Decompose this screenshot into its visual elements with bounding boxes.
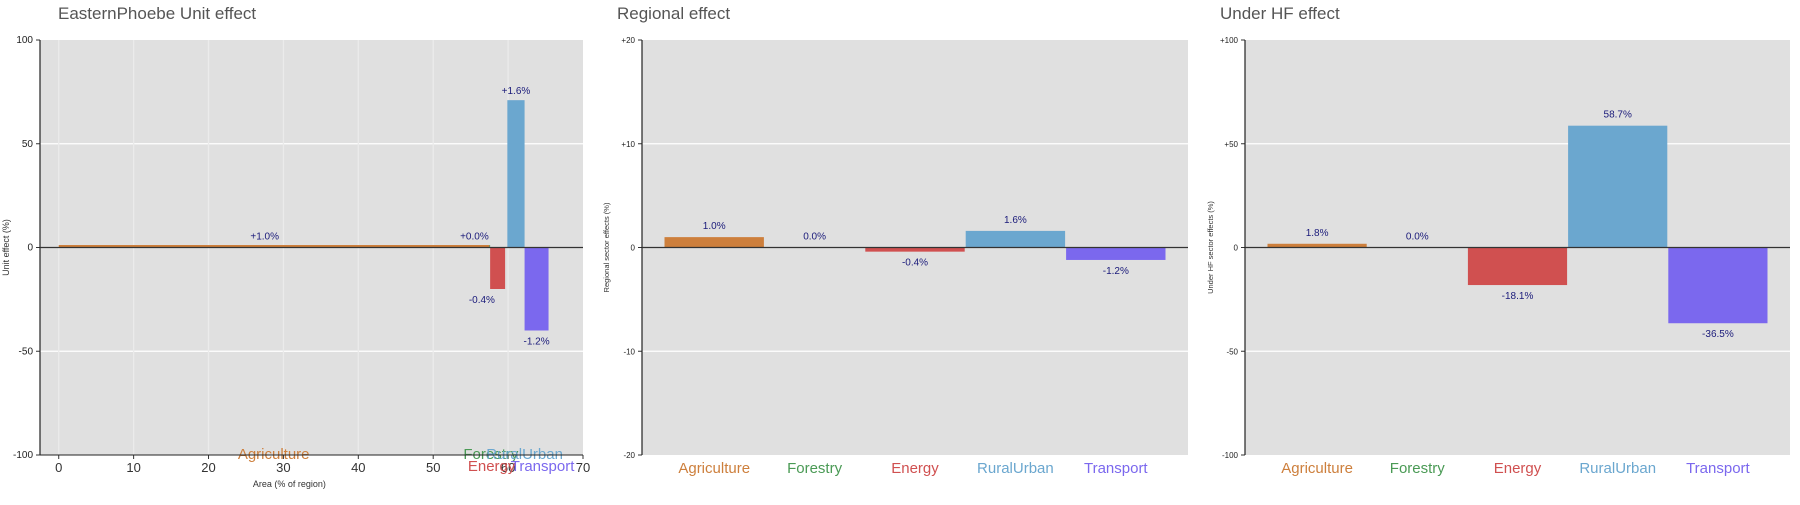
panel3-category-label-transport: Transport (1686, 460, 1750, 477)
panel1-x-tick-label: 20 (201, 460, 215, 475)
panel1-bar-energy-data-label: -0.4% (469, 295, 495, 306)
panel3-category-label-ruralurban: RuralUrban (1579, 460, 1656, 477)
panel2-category-label-ruralurban: RuralUrban (977, 460, 1054, 477)
panel3-bar-transport (1668, 247, 1768, 324)
panel2-bar-agriculture-data-label: 1.0% (703, 221, 726, 232)
panel3-bar-agriculture-data-label: 1.8% (1306, 228, 1329, 239)
panel1-title: EasternPhoebe Unit effect (58, 4, 256, 23)
panel2-category-label-agriculture: Agriculture (678, 460, 750, 477)
panel1-y-tick-label: 0 (27, 243, 33, 254)
panel1-bar-ruralurban (507, 100, 525, 248)
panel3-y-axis-label: Under HF sector effects (%) (1206, 201, 1215, 294)
panel1-x-tick-label: 10 (126, 460, 140, 475)
panel3-bar-ruralurban (1568, 125, 1668, 248)
panel3-bar-transport-data-label: -36.5% (1702, 329, 1734, 340)
panel1-bar-transport (524, 247, 549, 331)
panel2-bar-transport (1066, 247, 1166, 260)
panel1-y-axis-label: Unit effect (%) (1, 219, 11, 276)
panel2-y-tick-label: -20 (623, 451, 635, 460)
panel3-y-tick-label: 0 (1234, 244, 1239, 253)
panel1-x-tick-label: 40 (351, 460, 365, 475)
panel1-bar-forestry (489, 245, 491, 248)
panel2-bar-transport-data-label: -1.2% (1103, 266, 1129, 277)
panel3-bar-agriculture (1267, 243, 1367, 248)
panel2-bar-forestry-data-label: 0.0% (803, 232, 826, 243)
panel2-y-tick-label: +20 (621, 36, 635, 45)
panel3-bar-energy (1467, 247, 1568, 286)
panel3-bar-ruralurban-data-label: 58.7% (1604, 110, 1632, 121)
panel3-y-tick-label: +50 (1224, 140, 1238, 149)
panel2-y-tick-label: -10 (623, 347, 635, 356)
panel3-y-tick-label: +100 (1220, 36, 1239, 45)
panel1-x-axis-label: Area (% of region) (253, 479, 326, 489)
panel1-bar-ruralurban-data-label: +1.6% (502, 86, 531, 97)
panel2-bar-energy (865, 247, 965, 252)
panel1-bar-transport-data-label: -1.2% (524, 337, 550, 348)
panel1-y-tick-label: -50 (19, 346, 34, 357)
panel3-title: Under HF effect (1220, 4, 1340, 23)
panel2-bar-ruralurban (965, 230, 1066, 248)
panel1-bar-energy (490, 247, 506, 289)
panel1-y-tick-label: -100 (13, 450, 33, 461)
panel2-bar-energy-data-label: -0.4% (902, 258, 928, 269)
panel2-y-axis-label: Regional sector effects (%) (602, 202, 611, 292)
panel1-y-tick-label: 50 (22, 139, 34, 150)
panel2-title: Regional effect (617, 4, 730, 23)
panel1-y-tick-label: 100 (16, 35, 33, 46)
panel2-y-tick-label: +10 (621, 140, 635, 149)
panel1-x-tick-label: 30 (276, 460, 290, 475)
panel1-bar-forestry-data-label: +0.0% (460, 232, 489, 243)
panel2-bar-agriculture (664, 237, 764, 248)
panel3-category-label-energy: Energy (1494, 460, 1542, 477)
panel2-bar-ruralurban-data-label: 1.6% (1004, 215, 1027, 226)
panel1-x-tick-label: 0 (55, 460, 62, 475)
panel3-bar-energy-data-label: -18.1% (1502, 291, 1534, 302)
panel1-bar-agriculture-data-label: +1.0% (250, 232, 279, 243)
panel3-y-tick-label: -100 (1222, 451, 1239, 460)
panel2-y-tick-label: 0 (631, 244, 636, 253)
panel1-category-label-transport: Transport (511, 458, 575, 475)
panel2-category-label-transport: Transport (1084, 460, 1148, 477)
panel1-category-label-energy: Energy (468, 458, 516, 475)
panel1-x-tick-label: 50 (426, 460, 440, 475)
panel2-category-label-forestry: Forestry (787, 460, 843, 477)
panel3-category-label-agriculture: Agriculture (1281, 460, 1353, 477)
panel1-bar-agriculture (58, 245, 490, 248)
panel3-bar-forestry-data-label: 0.0% (1406, 232, 1429, 243)
panel1-x-tick-label: 70 (576, 460, 590, 475)
panel3-y-tick-label: -50 (1226, 347, 1238, 356)
panel2-category-label-energy: Energy (891, 460, 939, 477)
panel1-x-tick-label: 60 (501, 460, 515, 475)
panel3-category-label-forestry: Forestry (1390, 460, 1446, 477)
